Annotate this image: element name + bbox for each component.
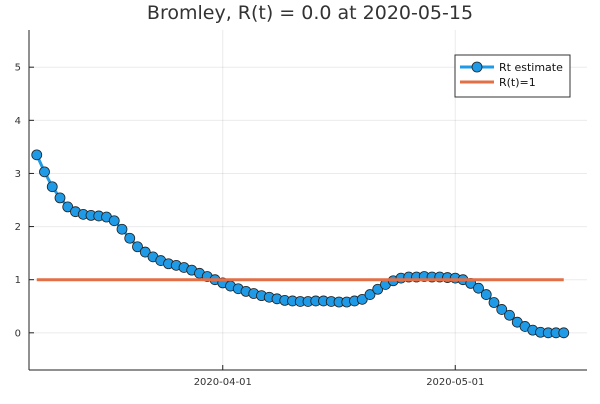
rt-estimate-point — [504, 309, 515, 321]
rt-estimate-point — [108, 215, 120, 227]
rt-estimate-point — [480, 289, 492, 300]
rt-estimate-point — [139, 246, 151, 258]
rt-estimate-point — [356, 293, 368, 305]
x-tick-label: 2020-05-01 — [426, 377, 484, 388]
legend-label-rt-estimate: Rt estimate — [499, 61, 563, 74]
legend: Rt estimate R(t)=1 — [454, 54, 571, 98]
y-tick-label: 3 — [15, 169, 21, 180]
rt-estimate-point — [54, 192, 66, 204]
series — [31, 149, 570, 339]
rt-estimate-point — [496, 304, 508, 315]
legend-marker-rt-estimate — [471, 61, 483, 73]
y-tick-label: 5 — [15, 63, 21, 74]
rt-estimate-point — [473, 282, 484, 294]
rt-estimate-point — [62, 201, 74, 213]
y-tick-label: 1 — [15, 275, 21, 286]
rt-estimate-point — [364, 289, 376, 300]
rt-estimate-point — [116, 223, 128, 235]
axes: 0 1 2 3 4 5 2020-04-01 2020-05-01 — [15, 30, 587, 388]
rt-estimate-point — [124, 232, 136, 244]
rt-estimate-point — [39, 166, 50, 178]
rt-estimate-point — [488, 297, 500, 308]
rt-estimate-point — [46, 181, 58, 193]
legend-label-threshold: R(t)=1 — [499, 76, 536, 89]
rt-estimate-point — [132, 241, 143, 253]
rt-estimate-point — [372, 283, 384, 295]
y-tick-label: 0 — [15, 328, 21, 339]
y-tick-label: 4 — [15, 116, 21, 127]
rt-estimate-point — [558, 327, 570, 339]
chart-title: Bromley, R(t) = 0.0 at 2020-05-15 — [147, 2, 473, 24]
rt-estimate-point — [31, 149, 43, 161]
x-tick-label: 2020-04-01 — [194, 377, 252, 388]
legend-box — [454, 54, 571, 98]
y-tick-label: 2 — [15, 222, 21, 233]
